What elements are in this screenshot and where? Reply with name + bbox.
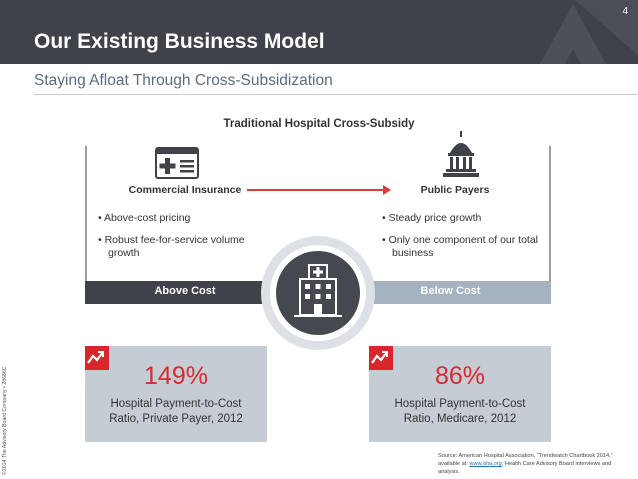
logo-triangles-icon [540,0,638,64]
slide-header: 4 Our Existing Business Model [0,0,638,64]
trend-icon [369,346,393,370]
page-number: 4 [622,6,628,17]
below-cost-label: Below Cost [420,285,481,297]
stat-card-medicare: 86% Hospital Payment-to-Cost Ratio, Medi… [369,346,551,442]
list-item: • Only one component of our total busine… [382,234,539,259]
public-payers-heading: Public Payers [420,184,490,196]
stat-value: 86% [434,362,486,390]
stat-description: Hospital Payment-to-Cost Ratio, Medicare… [394,398,526,425]
page-subtitle: Staying Afloat Through Cross-Subsidizati… [34,72,333,89]
hospital-circle [270,245,366,341]
list-item: • Above-cost pricing [98,212,191,224]
header-divider [34,94,638,95]
above-cost-bar: Above Cost [85,281,285,304]
diagram-bracket [85,146,551,281]
diagram-title: Traditional Hospital Cross-Subsidy [223,118,415,130]
source-link[interactable]: www.aha.org [469,461,502,467]
commercial-bullets: • Above-cost pricing • Robust fee-for-se… [98,212,258,269]
public-bullets: • Steady price growth • Only one compone… [382,212,542,269]
copyright-notice: ©2014 The Advisory Board Company • 28686… [2,366,8,476]
stat-description: Hospital Payment-to-Cost Ratio, Private … [109,398,243,425]
commercial-insurance-heading: Commercial Insurance [128,184,242,196]
stat-card-private: 149% Hospital Payment-to-Cost Ratio, Pri… [85,346,267,442]
above-cost-label: Above Cost [154,285,216,297]
stat-value: 149% [144,362,208,390]
subsidy-arrow [247,185,391,195]
list-item: • Robust fee-for-service volume growth [98,234,245,259]
list-item: • Steady price growth [382,212,482,224]
source-note: Source: American Hospital Association, “… [438,453,613,475]
hospital-icon [294,264,342,317]
trend-icon [85,346,109,370]
capitol-building-icon [443,131,479,182]
below-cost-bar: Below Cost [350,281,551,304]
insurance-card-icon [155,147,199,184]
page-title: Our Existing Business Model [34,30,325,53]
